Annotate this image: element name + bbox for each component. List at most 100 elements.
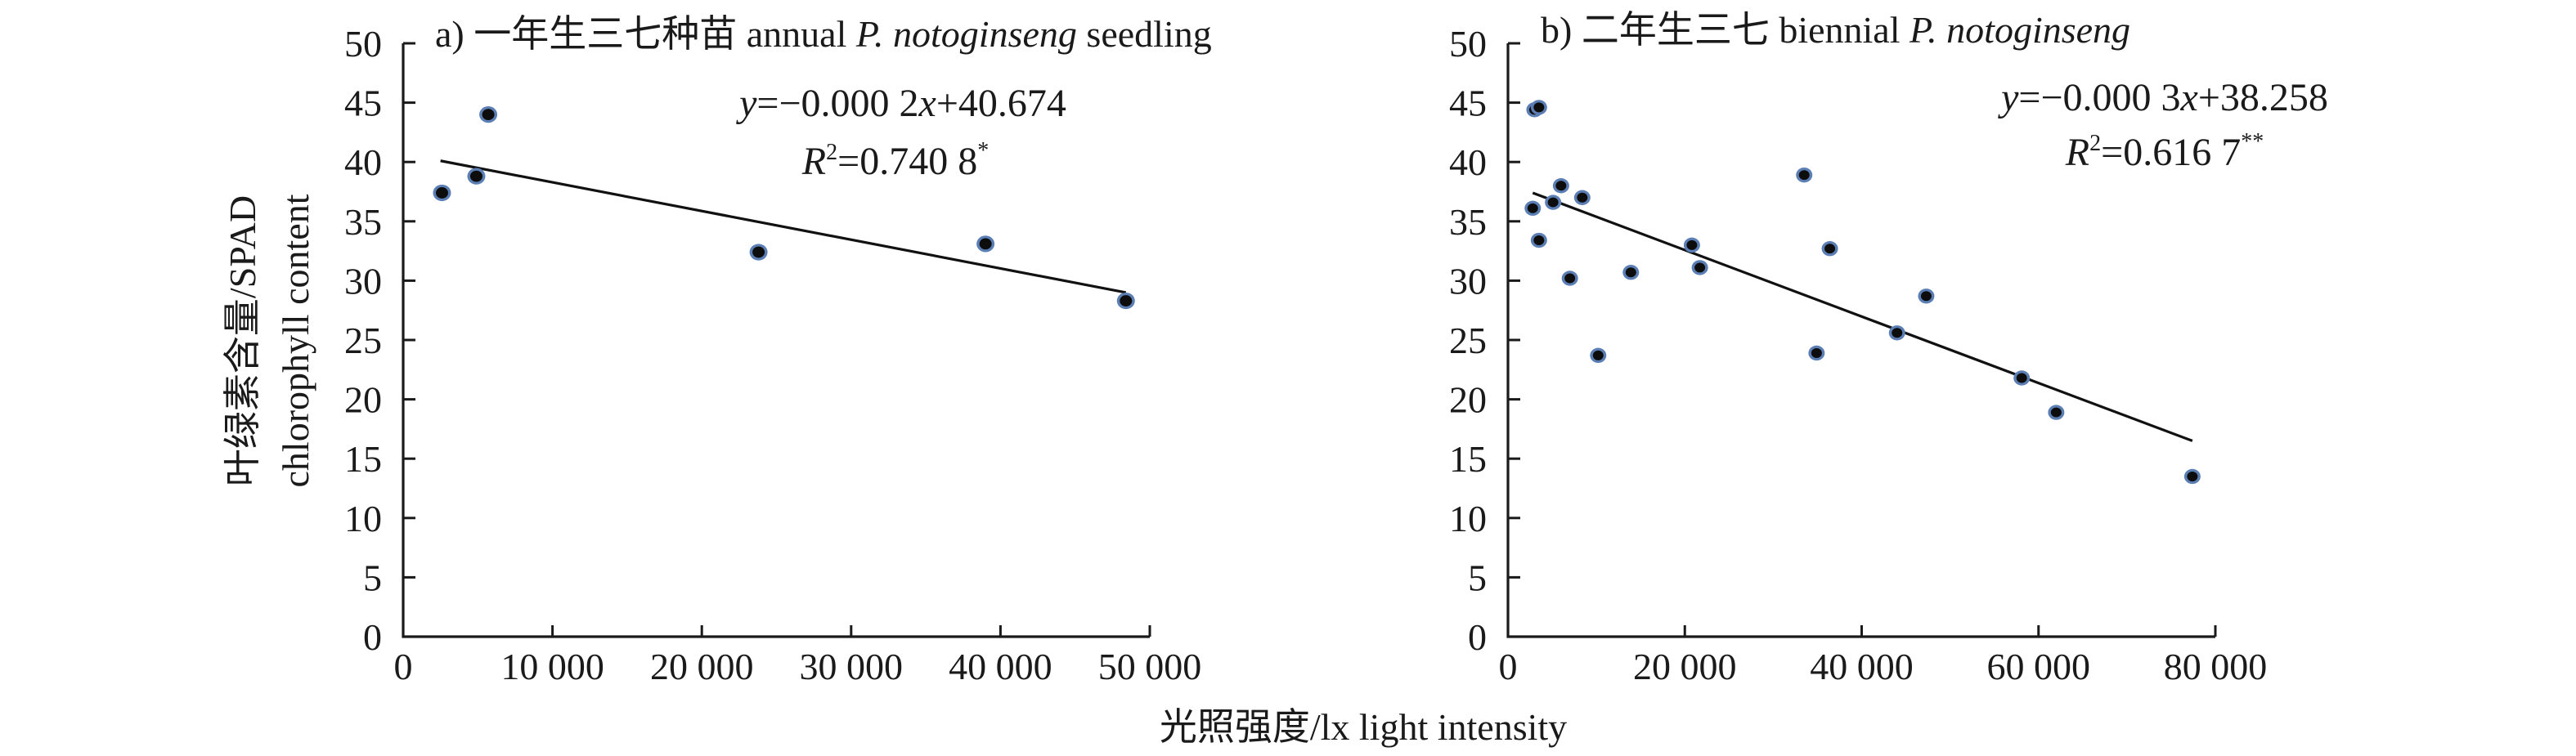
panel-a-y-tick-label: 20: [344, 379, 382, 421]
panel-b-title-prefix: b) 二年生三七 biennial: [1541, 9, 1910, 51]
panel-b-trendline: [1532, 191, 2193, 442]
panel-b-data-point: [1622, 265, 1640, 280]
panel-b-y-tick-label: 45: [1449, 83, 1487, 124]
panel-a-y-tick-label: 30: [344, 260, 382, 302]
panel-a-data-point: [1116, 292, 1135, 310]
panel-b-data-point: [1808, 345, 1825, 361]
panel-b-data-point: [1796, 167, 1813, 183]
panel-b-data-point: [2048, 405, 2065, 420]
panel-a-y-tick-label: 25: [344, 320, 382, 361]
panel-a-data-point: [467, 168, 486, 185]
data-point-core: [1555, 181, 1567, 191]
panel-b-data-point: [1573, 190, 1591, 205]
panel-a-x-tick-label: 30 000: [800, 646, 904, 687]
data-point-core: [1533, 235, 1545, 246]
panel-a-y-tick-label: 35: [344, 201, 382, 243]
panel-b-r-squared: R2=0.616 7**: [2065, 129, 2264, 174]
panel-b-y-tick-label: 30: [1449, 260, 1487, 302]
y-axis-title-line1: 叶绿素含量/SPAD: [222, 195, 263, 486]
panel-b-x-tick-label: 20 000: [1633, 646, 1737, 687]
panel-b-data-point: [1590, 347, 1607, 364]
data-point-core: [2016, 373, 2027, 383]
panel-b-y-tick-label: 5: [1468, 557, 1487, 598]
data-point-core: [1892, 328, 1903, 338]
panel-b-data-point: [1561, 271, 1578, 286]
data-point-core: [1811, 347, 1822, 358]
panel-a-title-suffix: seedling: [1077, 13, 1212, 55]
panel-b-x-tick-label: 80 000: [2164, 646, 2268, 687]
panel-a-data-point: [976, 235, 995, 253]
data-point-core: [979, 238, 992, 250]
panel-b-data-point: [1530, 100, 1547, 115]
data-point-core: [752, 246, 765, 258]
panel-a-x-tick-label: 40 000: [949, 646, 1052, 687]
panel-a-title-prefix: a) 一年生三七种苗 annual: [435, 13, 856, 55]
panel-b-x-tick-label: 40 000: [1810, 646, 1914, 687]
panel-b-axes: 0 5 10 15 20 25 30 35 40 45 50 0 20 000 40 000 60 000 8…: [1449, 23, 2267, 687]
panel-b-equation: y=−0.000 3x+38.258: [1997, 76, 2328, 119]
panel-b-y-tick-label: 0: [1468, 616, 1487, 658]
panel-b-points: [1524, 100, 2201, 485]
panel-b-data-point: [1918, 289, 1935, 304]
panel-b-y-tick-label: 15: [1449, 438, 1487, 480]
panel-a-y-tick-label: 40: [344, 141, 382, 183]
panel-b-data-point: [1691, 260, 1708, 275]
panel-b-data-point: [1552, 178, 1569, 194]
x-axis-title: 光照强度/lx light intensity: [1160, 706, 1567, 748]
panel-a-x-tick-label: 10 000: [500, 646, 604, 687]
panel-a-data-point: [433, 184, 451, 202]
data-point-core: [1824, 244, 1836, 254]
data-point-core: [1547, 197, 1559, 208]
panel-b-data-point: [1530, 232, 1547, 248]
panel-b-data-point: [2183, 468, 2201, 485]
data-point-core: [1533, 102, 1545, 113]
panel-b: b) 二年生三七 biennial P. notoginseng 0 5 10 15 2…: [1449, 9, 2328, 687]
panel-b-data-point: [1545, 195, 1562, 210]
panel-b-data-point: [1524, 200, 1542, 217]
panel-b-trendline-group: [1532, 191, 2193, 442]
panel-a-title: a) 一年生三七种苗 annual P. notoginseng seedlin…: [435, 13, 1212, 55]
panel-b-y-tick-label: 50: [1449, 23, 1487, 65]
data-point-core: [1592, 350, 1604, 360]
panel-b-title-species: P. notoginseng: [1909, 9, 2130, 51]
panel-b-x-tick-label: 0: [1499, 646, 1518, 687]
panel-a-equation: y=−0.000 2x+40.674: [735, 82, 1066, 125]
data-point-core: [1564, 273, 1576, 284]
panel-a-title-species: P. notoginseng: [855, 13, 1077, 55]
panel-a: a) 一年生三七种苗 annual P. notoginseng seedlin…: [344, 13, 1212, 687]
panel-b-x-tick-label: 60 000: [1987, 646, 2091, 687]
panel-a-y-tick-label: 10: [344, 498, 382, 539]
data-point-core: [1686, 239, 1698, 250]
panel-b-data-point: [1888, 325, 1905, 341]
panel-a-trendline-group: [440, 159, 1127, 294]
data-point-core: [1694, 262, 1706, 273]
data-point-core: [1577, 192, 1588, 203]
panel-a-trendline: [440, 159, 1127, 294]
data-point-core: [1798, 170, 1810, 181]
panel-a-y-tick-label: 5: [363, 557, 382, 598]
data-point-core: [2050, 407, 2062, 418]
panel-a-data-point: [479, 106, 498, 123]
panel-b-y-tick-label: 25: [1449, 320, 1487, 361]
data-point-core: [1120, 295, 1133, 306]
panel-a-y-tick-label: 0: [363, 616, 382, 658]
panel-a-data-point: [749, 244, 768, 261]
panel-b-data-point: [2013, 370, 2031, 386]
panel-b-y-tick-label: 10: [1449, 498, 1487, 539]
data-point-core: [482, 109, 495, 121]
data-point-core: [469, 170, 482, 182]
data-point-core: [435, 187, 448, 199]
data-point-core: [1625, 267, 1636, 278]
y-axis-title: 叶绿素含量/SPAD chlorophyll content: [222, 194, 316, 487]
data-point-core: [2187, 472, 2198, 481]
data-point-core: [1527, 203, 1538, 213]
panel-b-y-tick-label: 40: [1449, 141, 1487, 183]
panel-a-y-tick-label: 15: [344, 438, 382, 480]
panel-a-axes: 0 5 10 15 20 25 30 35 40 45 50 0 10 000 20 000 30 000 4…: [344, 23, 1201, 687]
panel-b-data-point: [1683, 237, 1700, 253]
panel-a-x-tick-label: 20 000: [650, 646, 754, 687]
panel-a-x-tick-label: 50 000: [1098, 646, 1202, 687]
panel-a-x-tick-label: 0: [394, 646, 413, 687]
panel-b-y-tick-label: 20: [1449, 379, 1487, 421]
